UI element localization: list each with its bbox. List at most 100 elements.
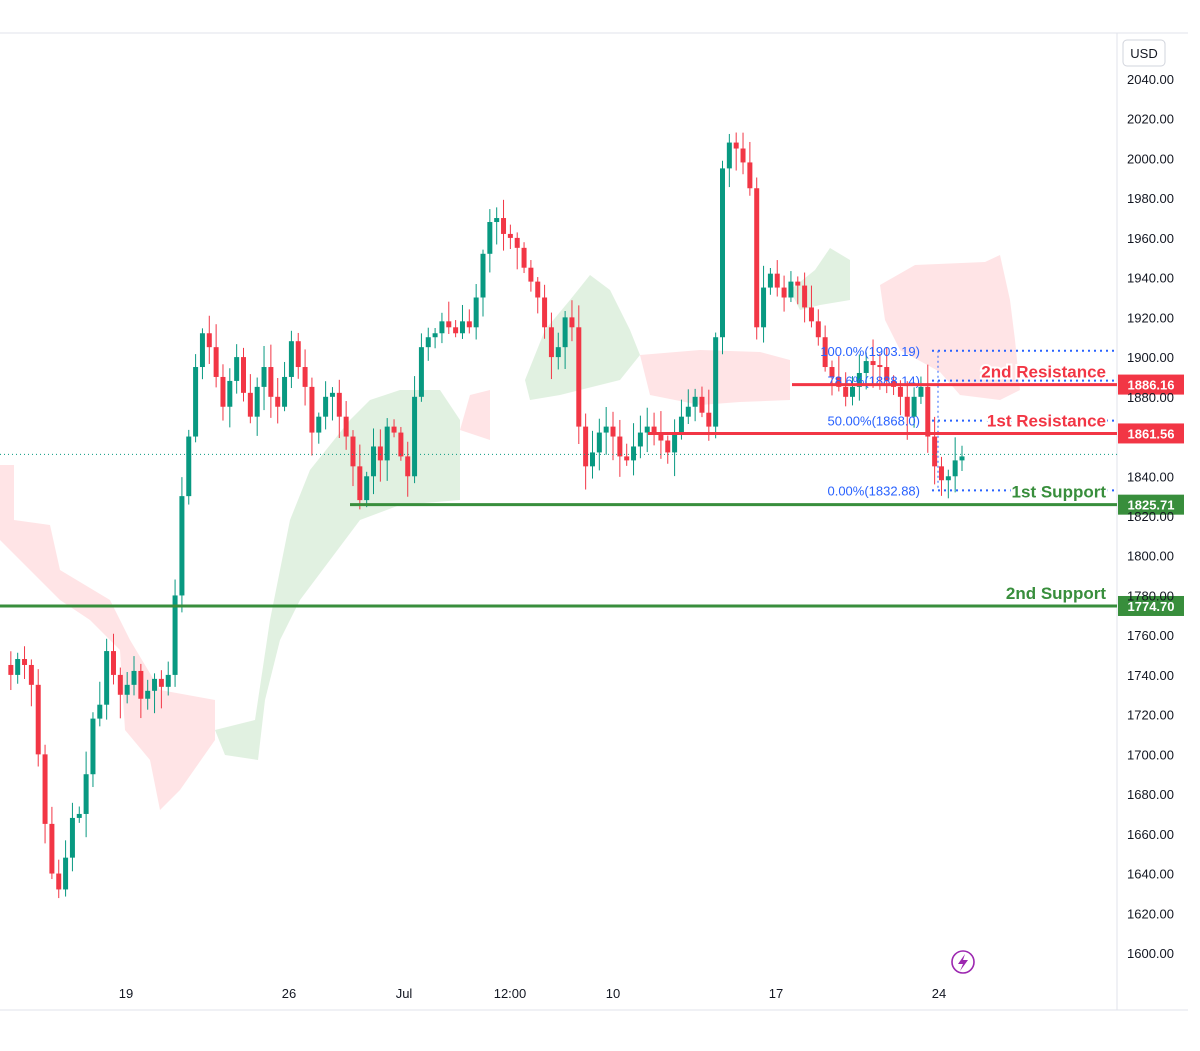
level-2nd-support[interactable]: 2nd Support 1774.70 [0,582,1184,616]
candle [918,376,924,404]
time-axis[interactable]: 19 26 Jul 12:00 10 17 24 [119,986,946,1001]
candle [350,430,356,487]
candle [76,806,82,823]
candle [432,328,438,349]
y-tick-label: 1800.00 [1127,549,1174,564]
candle [302,349,308,406]
level-1st-resistance[interactable]: 1st Resistance 1861.56 [648,409,1184,444]
candle [275,377,281,424]
level-price-text: 1774.70 [1128,599,1175,614]
candle [637,415,643,459]
y-tick-label: 1940.00 [1127,271,1174,286]
candle [193,354,199,443]
candle [110,633,116,685]
candle [576,305,582,445]
candle [90,712,96,788]
candle [152,673,158,714]
level-price-text: 1825.71 [1128,498,1175,513]
candle [405,441,411,497]
y-tick-label: 1620.00 [1127,906,1174,921]
candle [35,669,41,767]
candle [453,320,459,338]
y-tick-label: 1920.00 [1127,310,1174,325]
candle [343,401,349,450]
candle [473,284,479,340]
candle [466,309,472,334]
candle [63,840,69,897]
x-tick-label: 12:00 [494,986,527,1001]
fib-level-label: 0.00%(1832.88) [827,483,920,498]
price-axis[interactable]: 2040.00 2020.00 2000.00 1980.00 1960.00 1940.… [1127,72,1174,961]
x-tick-label: 24 [932,986,946,1001]
currency-label: USD [1130,46,1157,61]
candle [8,651,14,691]
candle [583,413,589,490]
level-price-badge [1118,595,1184,616]
candle [247,374,253,424]
candle [501,199,507,251]
candle [959,445,965,472]
candle [932,416,938,485]
y-tick-label: 1900.00 [1127,350,1174,365]
candle [391,419,397,438]
candle [213,324,219,388]
level-price-text: 1886.16 [1128,378,1175,393]
candle [459,304,465,339]
y-tick-label: 1680.00 [1127,787,1174,802]
flash-icon[interactable] [951,950,975,974]
candle [227,368,233,428]
candle [562,311,568,369]
y-tick-label: 2040.00 [1127,72,1174,87]
candle [172,579,178,687]
level-price-badge [1118,423,1184,444]
cloud-band [0,465,215,810]
currency-selector[interactable]: USD [1122,39,1166,67]
candle [672,419,678,477]
candle [412,376,418,484]
candle [117,667,123,719]
candle [15,652,21,684]
level-price-text: 1861.56 [1128,426,1175,441]
candle [644,407,650,453]
candle [829,360,835,396]
candle [42,744,48,844]
fib-level-label: 78.6%(1888.14) [827,374,920,389]
level-2nd-resistance[interactable]: 2nd Resistance 1886.16 [792,361,1184,395]
candle [282,361,288,412]
candle [514,232,520,270]
candle [596,418,602,471]
candle [740,132,746,175]
candle [952,437,958,493]
candle [323,381,329,430]
candle [97,681,103,727]
candle [487,209,493,273]
y-tick-label: 1960.00 [1127,231,1174,246]
y-tick-label: 1740.00 [1127,668,1174,683]
candle [720,160,725,355]
y-tick-label: 1840.00 [1127,469,1174,484]
y-tick-label: 1760.00 [1127,628,1174,643]
candle [843,372,849,407]
candle [83,751,89,838]
candle [234,344,240,394]
candle [268,344,274,418]
x-tick-label: 26 [282,986,296,1001]
candle [945,469,951,499]
candle [28,659,34,707]
candle [610,411,616,461]
cloud-band [880,255,1020,400]
candle [418,333,424,402]
y-tick-label: 1820.00 [1127,509,1174,524]
candle [631,423,637,476]
candle [658,411,664,459]
candle [911,387,917,428]
candle [521,242,527,274]
candle [754,177,760,340]
candle [316,412,322,444]
candle [186,429,192,505]
level-1st-support[interactable]: 1st Support 1825.71 [350,481,1184,515]
candle [104,638,110,720]
candle [439,312,445,344]
candle [555,332,561,370]
